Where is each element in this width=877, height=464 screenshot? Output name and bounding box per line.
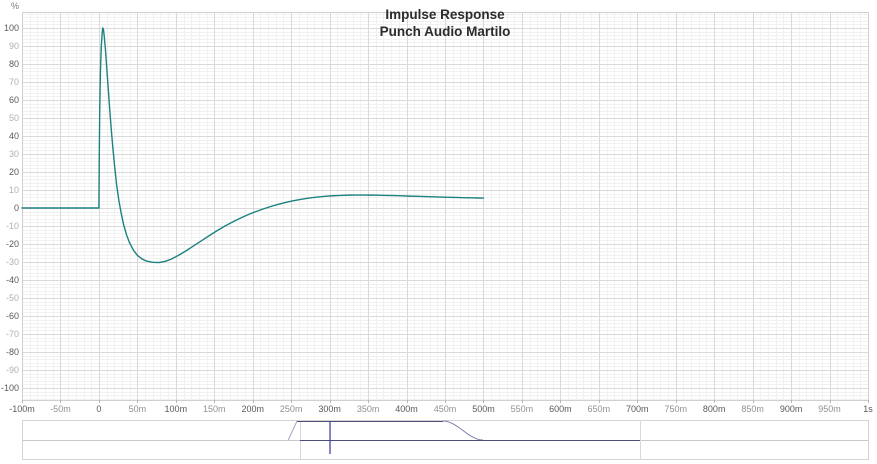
x-tick-label: 400m <box>395 404 418 414</box>
y-tick-label: -90 <box>6 365 19 375</box>
y-tick-label: -100 <box>1 383 19 393</box>
x-tick-label: -100m <box>9 404 35 414</box>
x-tick-label: 250m <box>280 404 303 414</box>
grid-major <box>22 12 868 400</box>
overview-frame <box>22 420 869 460</box>
y-tick-label: 10 <box>9 185 19 195</box>
x-tick-label: 100m <box>165 404 188 414</box>
window-rise-edge <box>287 420 298 441</box>
y-tick-label: -40 <box>6 275 19 285</box>
y-tick-label: 80 <box>9 59 19 69</box>
x-tick-label: 500m <box>472 404 495 414</box>
y-tick-label: -10 <box>6 221 19 231</box>
x-axis-labels: -100m -50m 0 50m 100m 150m 200m 250m 300m 350m 400… <box>9 404 873 414</box>
impulse-response-curve <box>21 27 485 264</box>
y-tick-label: -70 <box>6 329 19 339</box>
x-tick-label: 200m <box>241 404 264 414</box>
y-tick-label: 30 <box>9 149 19 159</box>
x-tick-label: 300m <box>318 404 341 414</box>
x-tick-label: 1s <box>863 404 873 414</box>
x-tick-label: 450m <box>434 404 457 414</box>
x-tick-label: 800m <box>703 404 726 414</box>
window-fall-edge <box>442 420 484 441</box>
x-tick-label: 900m <box>780 404 803 414</box>
y-tick-label: 0 <box>14 203 19 213</box>
x-tick-label: 600m <box>549 404 572 414</box>
y-tick-label: 20 <box>9 167 19 177</box>
x-tick-label: 650m <box>588 404 611 414</box>
x-tick-label: 950m <box>818 404 841 414</box>
y-tick-label: -50 <box>6 293 19 303</box>
y-tick-label: 70 <box>9 77 19 87</box>
y-tick-label: 50 <box>9 113 19 123</box>
x-tick-label: 350m <box>357 404 380 414</box>
x-tick-label: 700m <box>626 404 649 414</box>
x-tick-label: 50m <box>129 404 147 414</box>
x-tick-label: 850m <box>741 404 764 414</box>
y-tick-label: 100 <box>4 23 19 33</box>
x-tick-label: 150m <box>203 404 226 414</box>
y-tick-label: -30 <box>6 257 19 267</box>
x-tick-label: 0 <box>96 404 101 414</box>
y-axis-unit-label: % <box>10 1 19 11</box>
x-tick-label: -50m <box>50 404 71 414</box>
y-tick-label: 40 <box>9 131 19 141</box>
y-tick-label: 60 <box>9 95 19 105</box>
x-axis-ticks <box>22 400 869 403</box>
x-tick-label: 750m <box>664 404 687 414</box>
y-tick-label: 90 <box>9 41 19 51</box>
y-axis-labels: 1009080706050403020100-10-20-30-40-50-60… <box>1 23 19 393</box>
y-tick-label: -80 <box>6 347 19 357</box>
y-tick-label: -60 <box>6 311 19 321</box>
y-tick-label: -20 <box>6 239 19 249</box>
x-tick-label: 550m <box>511 404 534 414</box>
